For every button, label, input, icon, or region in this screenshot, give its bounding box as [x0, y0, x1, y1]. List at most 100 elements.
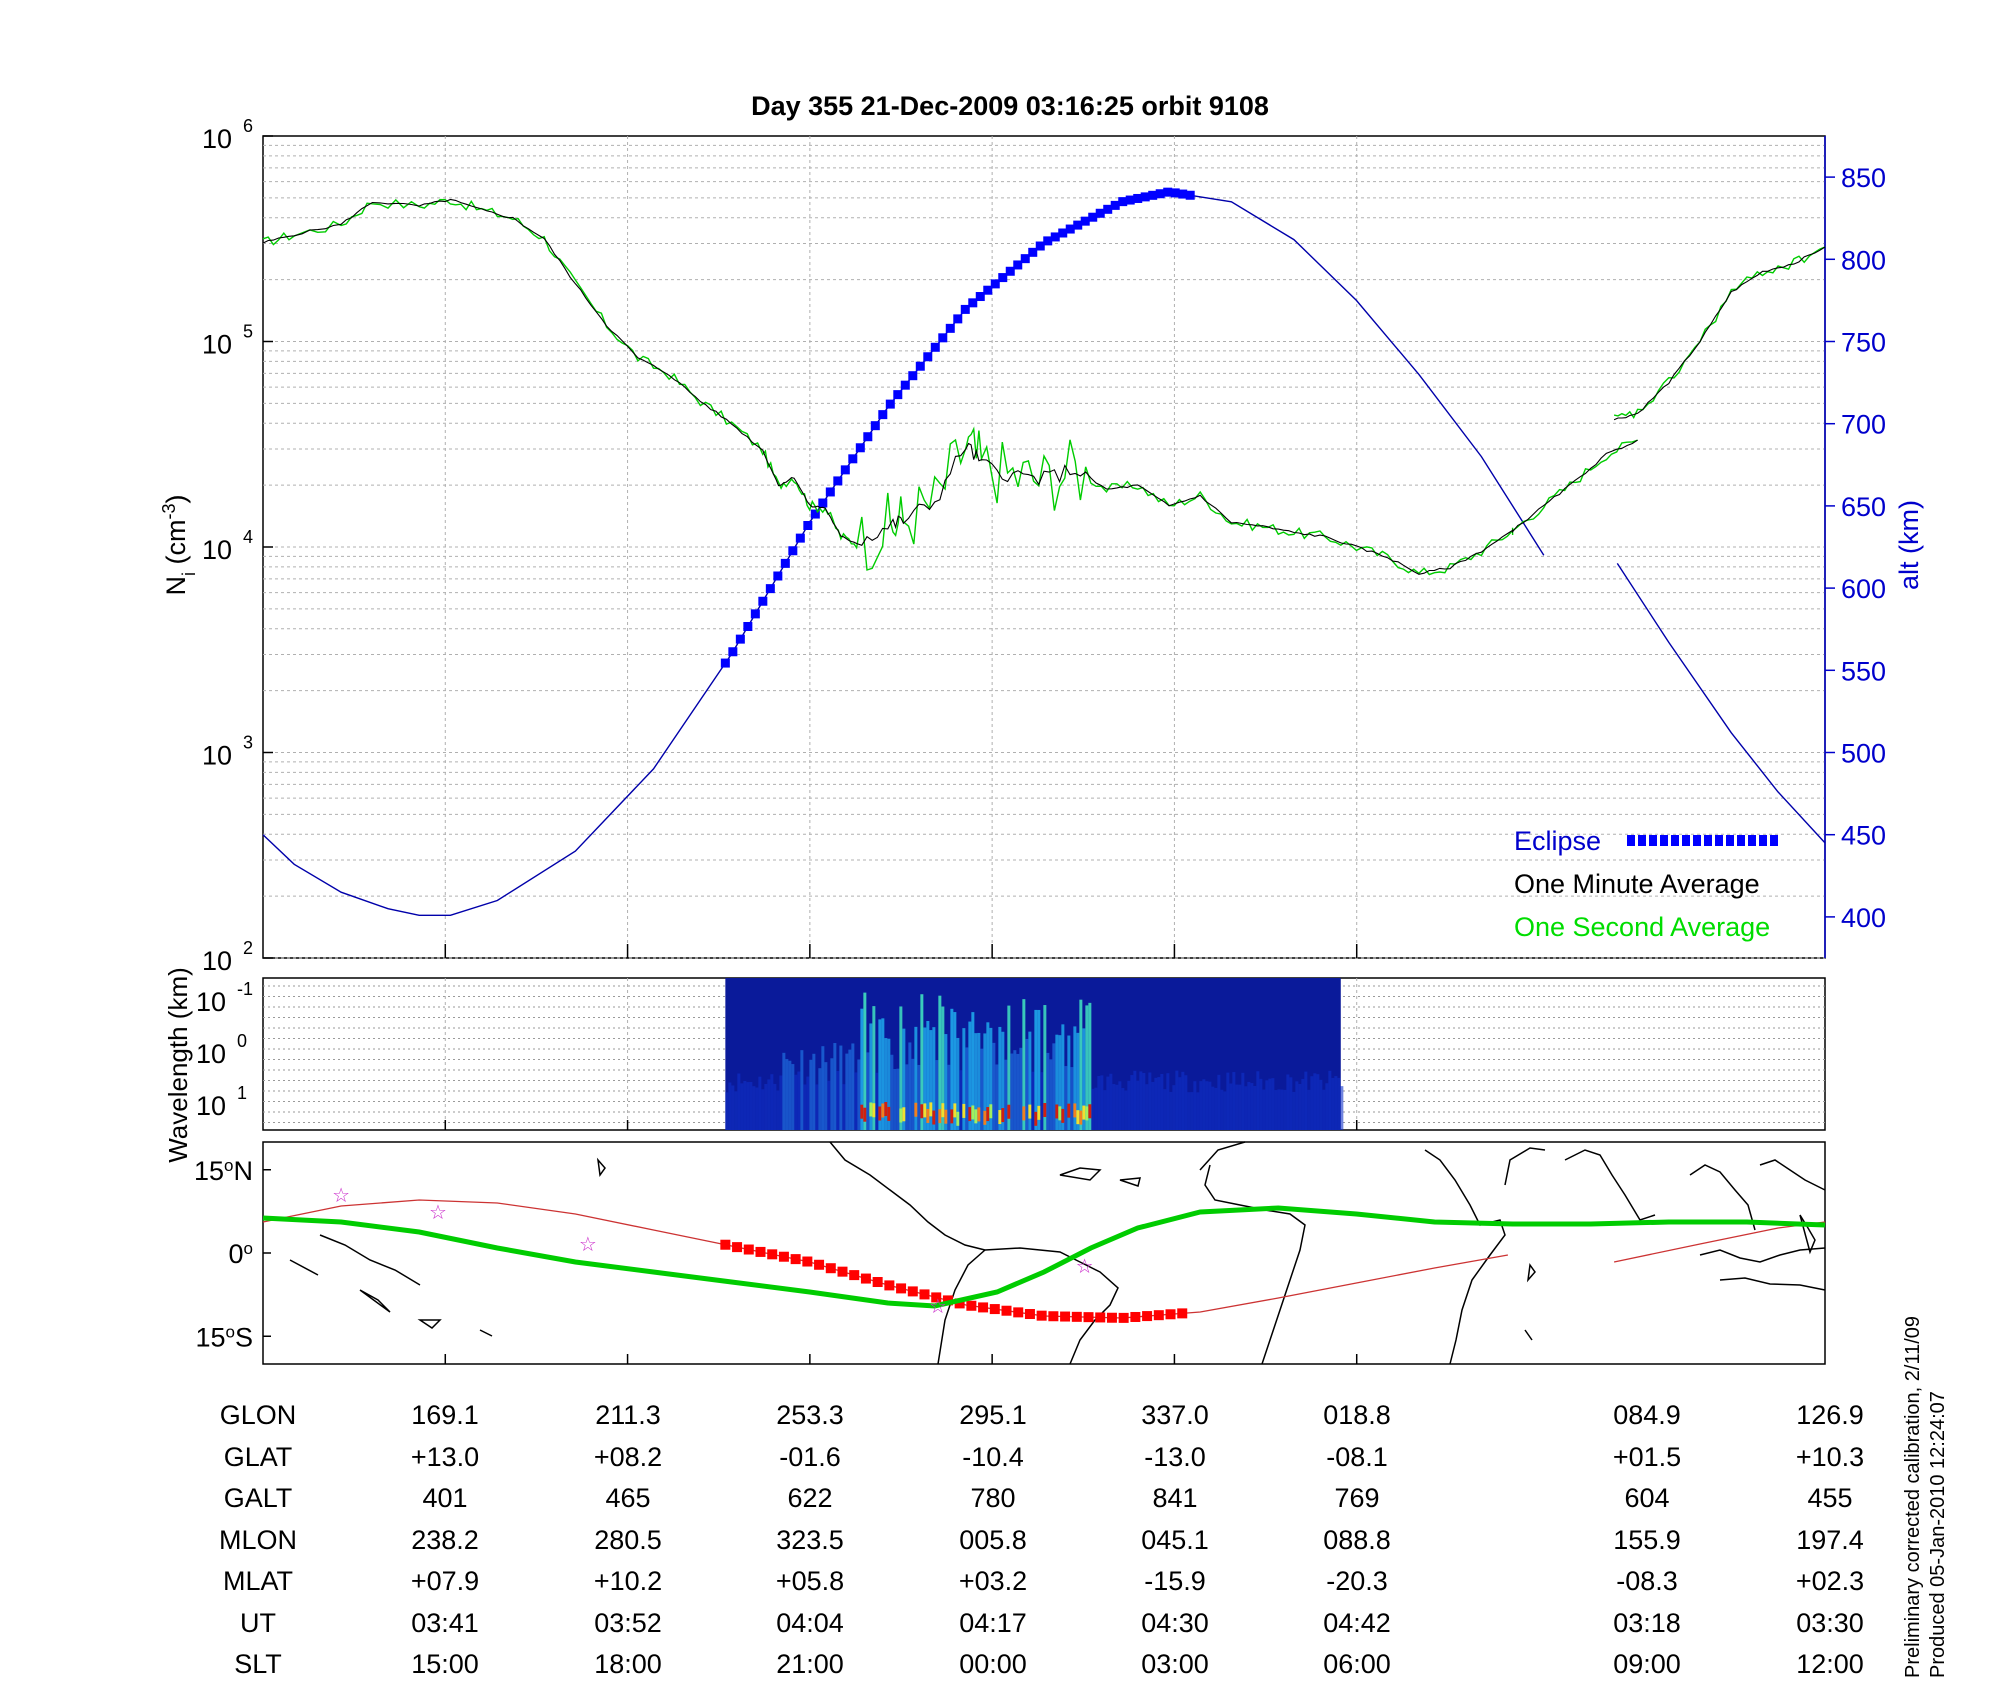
chart-title: Day 355 21-Dec-2009 03:16:25 orbit 9108 — [751, 91, 1269, 121]
spectrogram-column — [938, 995, 942, 1130]
spectrogram-column — [1055, 1034, 1059, 1130]
spectrogram-column — [962, 1028, 966, 1130]
spectrogram-column — [1172, 1085, 1176, 1130]
spectrogram-column — [1226, 1072, 1230, 1130]
eclipse-marker — [788, 546, 798, 556]
spectrogram-column — [1247, 1081, 1251, 1130]
spectrogram-column — [818, 1068, 822, 1130]
spectrogram-column — [746, 1082, 750, 1130]
ephemeris-value: 21:00 — [776, 1649, 844, 1679]
star-marker: ☆ — [929, 1294, 947, 1318]
spectrogram-column — [980, 1048, 984, 1130]
spectrogram-column — [1040, 1072, 1044, 1130]
spectrogram-column — [908, 1042, 912, 1130]
eclipse-track-marker — [1106, 1312, 1117, 1323]
ephemeris-value: 12:00 — [1796, 1649, 1864, 1679]
spectrogram-column — [1100, 1075, 1104, 1130]
ephemeris-value: +07.9 — [410, 1566, 480, 1596]
spectrogram-column — [965, 1047, 969, 1130]
spectrogram-column — [929, 1030, 933, 1130]
spectrogram-column — [1214, 1087, 1218, 1130]
ephemeris-value: 005.8 — [959, 1524, 1027, 1555]
eclipse-track-marker — [767, 1249, 778, 1260]
spectrogram-column — [950, 1008, 954, 1130]
spectrogram-column — [1184, 1075, 1188, 1130]
spectrogram-column — [734, 1091, 738, 1130]
coastline-segment — [596, 1157, 606, 1177]
eclipse-track-marker — [1036, 1310, 1047, 1321]
eclipse-track-marker — [1095, 1312, 1106, 1323]
spectrogram-column — [824, 1062, 828, 1130]
spectrogram-column — [1262, 1089, 1266, 1130]
lat-tick-label: 15oN — [194, 1155, 253, 1186]
eclipse-marker — [1028, 247, 1038, 257]
spectrogram-column — [1064, 1066, 1068, 1130]
ephemeris-value: +05.8 — [775, 1566, 845, 1596]
ephemeris-value: 280.5 — [594, 1524, 662, 1555]
spectrogram-column — [1340, 1086, 1344, 1130]
wavelength-spectrogram-panel: 10 -1 10 0 10 1 Wavelength (km) — [163, 967, 1826, 1163]
eclipse-marker — [1103, 204, 1113, 214]
lat-tick-label: 0o — [229, 1239, 254, 1270]
spectrogram-column — [956, 1037, 960, 1130]
spectrogram-hotspot — [1067, 1103, 1071, 1118]
ephemeris-value: 211.3 — [595, 1400, 661, 1430]
ephemeris-value: 841 — [1152, 1483, 1198, 1513]
spectrogram-hotspot — [971, 1105, 975, 1120]
hemisphere: S — [235, 1322, 253, 1352]
spectrogram-column — [863, 992, 867, 1130]
spectrogram-column — [779, 1075, 783, 1130]
y-tick-label: 10 — [202, 330, 232, 360]
eclipse-track-marker — [989, 1304, 1000, 1315]
eclipse-marker — [938, 333, 948, 343]
spectrogram-column — [806, 1076, 810, 1130]
spectrogram-column — [1298, 1083, 1302, 1130]
spectrogram-column — [902, 1028, 906, 1130]
spectrogram-column — [971, 1012, 975, 1130]
eclipse-marker — [863, 432, 873, 442]
spectrogram-column — [1031, 1071, 1035, 1130]
spectrogram-column — [1019, 1047, 1023, 1130]
spectrogram-column — [842, 1084, 846, 1130]
eclipse-marker — [870, 421, 880, 431]
right-y-tick-label: 650 — [1841, 492, 1886, 522]
spectrogram-hotspot — [938, 1109, 942, 1124]
coastline-segment — [479, 1329, 493, 1337]
magnetic-footprint-line — [262, 1205, 1826, 1309]
spectrogram-column — [953, 1012, 957, 1130]
spectrogram-column — [1301, 1078, 1305, 1130]
eclipse-track-marker — [860, 1273, 871, 1284]
spectrogram-column — [1178, 1077, 1182, 1130]
right-y-tick-label: 750 — [1841, 328, 1886, 358]
eclipse-marker — [908, 371, 918, 381]
spectrogram-column — [1049, 1059, 1053, 1130]
label-subscript: i — [179, 572, 199, 576]
spectrogram-column — [1193, 1081, 1197, 1130]
coastline-segment — [1699, 1247, 1826, 1263]
eclipse-marker — [983, 285, 993, 295]
ephemeris-value: 197.4 — [1796, 1524, 1864, 1555]
spectrogram-column — [998, 1026, 1002, 1130]
spectrogram-column — [752, 1086, 756, 1130]
eclipse-marker — [998, 273, 1008, 283]
ephemeris-value: 126.9 — [1796, 1400, 1864, 1430]
spectrogram-column — [1103, 1090, 1107, 1130]
eclipse-track-marker — [849, 1270, 860, 1281]
spectrogram-hotspot — [1043, 1103, 1047, 1118]
eclipse-marker — [1005, 266, 1015, 276]
eclipse-marker — [975, 292, 985, 302]
left-axis-label: Ni (cm-3) — [159, 495, 199, 596]
spectrogram-column — [875, 1072, 879, 1130]
spectrogram-column — [992, 1042, 996, 1130]
coastline-segment — [1526, 1263, 1536, 1283]
eclipse-marker — [795, 533, 805, 543]
legend: Eclipse One Minute Average One Second Aver… — [1514, 826, 1778, 942]
spectrogram-column — [968, 1021, 972, 1130]
ephemeris-value: +08.2 — [593, 1441, 663, 1472]
ephemeris-value: 00:00 — [959, 1649, 1027, 1679]
legend-eclipse-swatch — [1704, 835, 1712, 846]
spectrogram-column — [827, 1080, 831, 1130]
spectrogram-column — [1094, 1087, 1098, 1130]
